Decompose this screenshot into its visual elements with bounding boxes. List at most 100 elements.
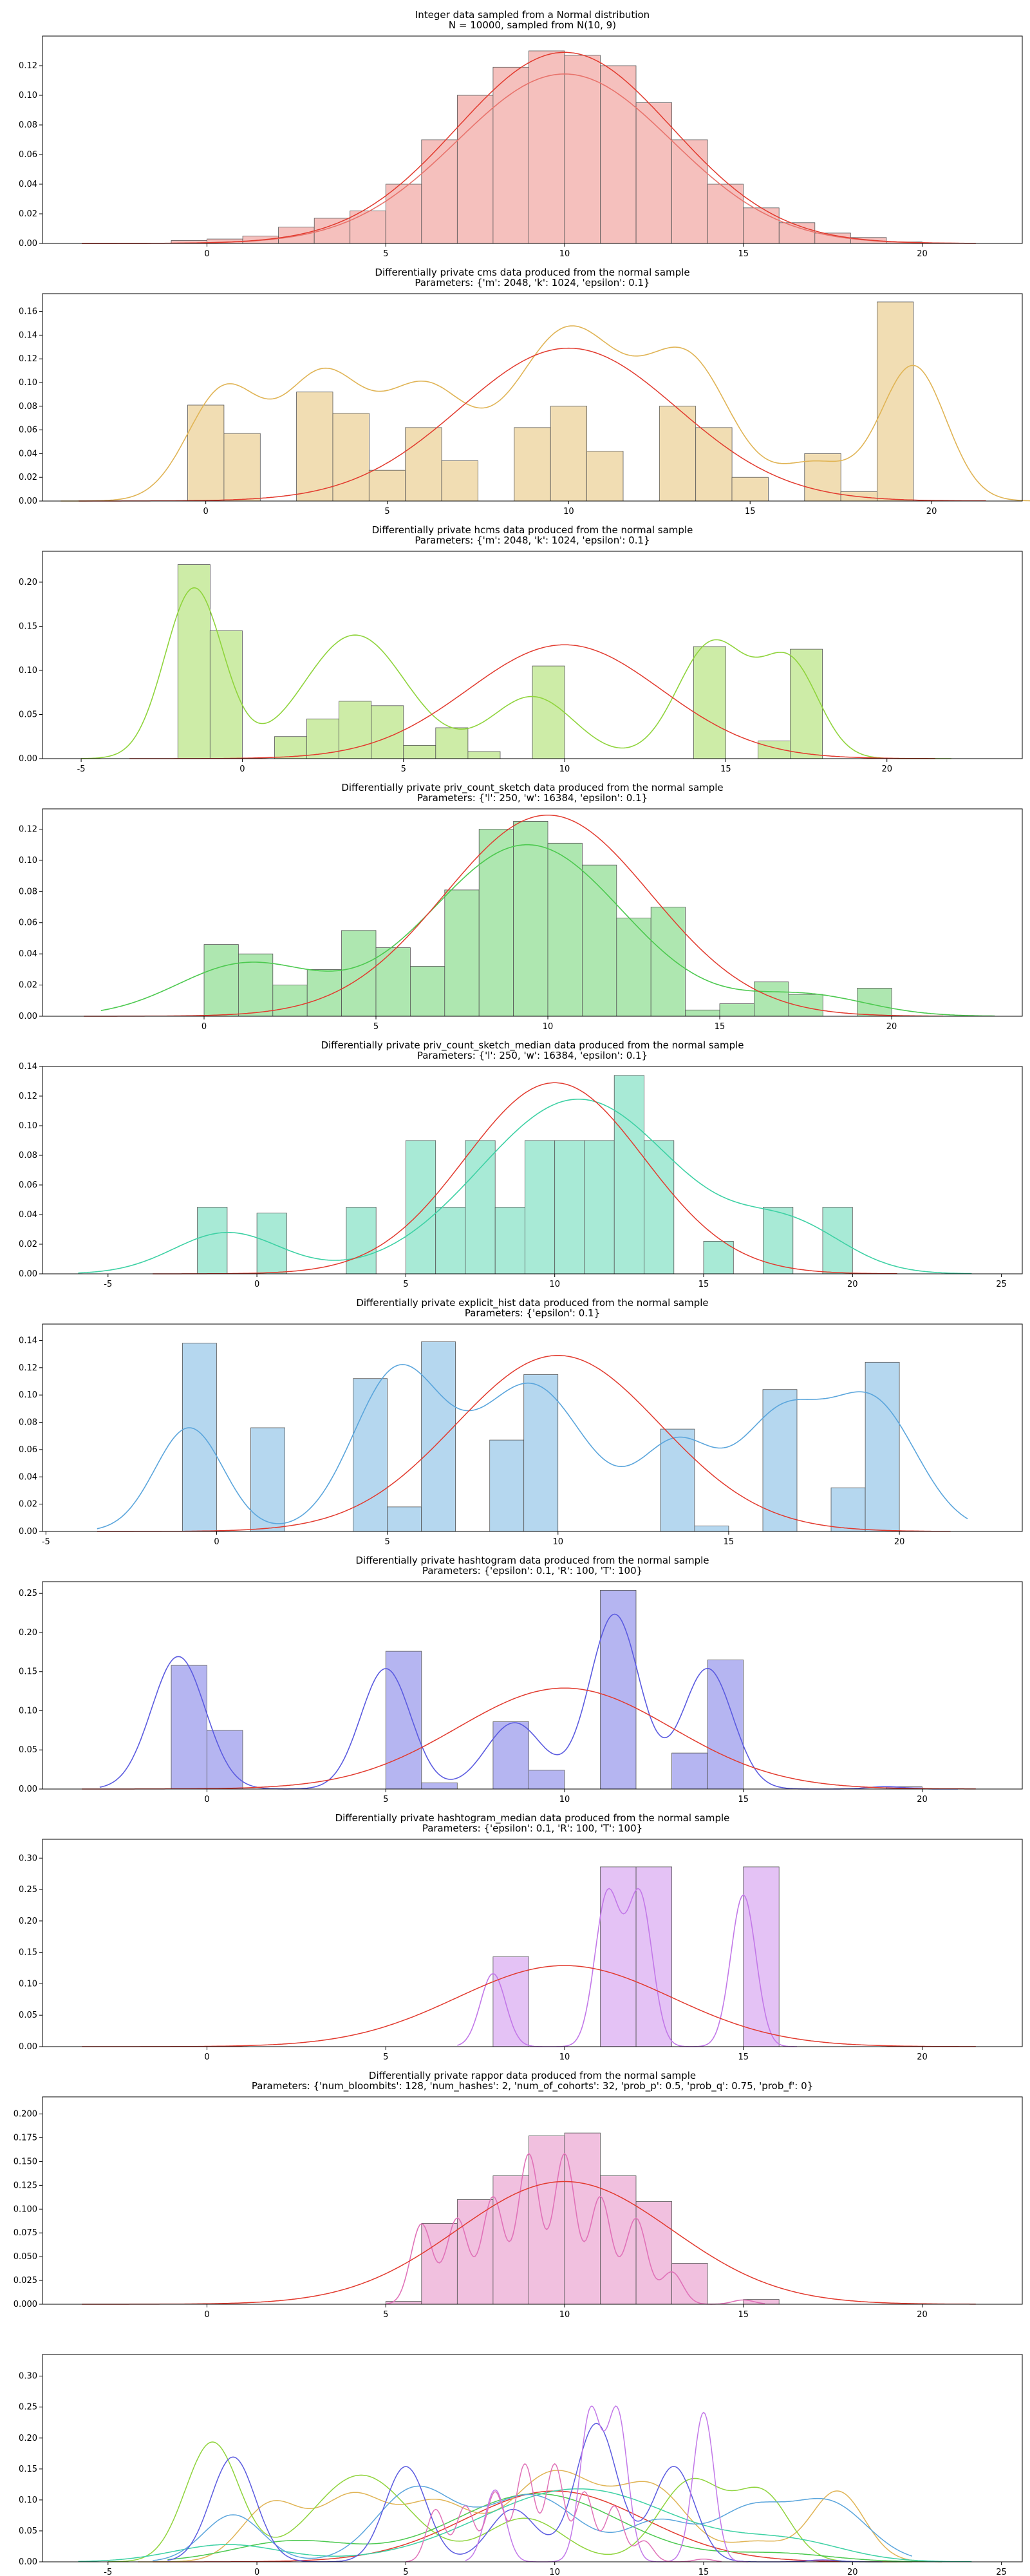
x-tick-label: 5 xyxy=(383,1795,388,1804)
y-tick-label: 0.04 xyxy=(19,180,37,189)
histogram-bar xyxy=(385,1651,422,1790)
x-tick-label: 0 xyxy=(204,249,209,259)
chart-title-line: Parameters: {'m': 2048, 'k': 1024, 'epsi… xyxy=(415,277,650,289)
y-tick-label: 0.05 xyxy=(19,710,37,719)
y-tick-label: 0.00 xyxy=(19,497,37,506)
histogram-bar xyxy=(274,736,307,759)
x-tick-label: 5 xyxy=(383,2052,388,2062)
chart-panel-10: -5 0 5 10 15 20 25 0.00 0.05 0.10 0.15 0.20 0.25 0.30 xyxy=(19,2354,1023,2576)
histogram-bar xyxy=(250,1427,285,1532)
histogram-bar xyxy=(743,207,780,244)
x-tick-label: 10 xyxy=(549,1280,560,1289)
histogram-bar xyxy=(494,1207,525,1274)
x-tick-label: 20 xyxy=(847,1280,858,1289)
histogram-bar xyxy=(375,947,411,1017)
axes-frame xyxy=(42,293,1023,502)
x-tick-label: 5 xyxy=(373,1022,379,1032)
y-tick-label: 0.075 xyxy=(14,2228,37,2238)
x-tick-label: 10 xyxy=(559,764,570,774)
x-tick-label: 5 xyxy=(401,764,406,774)
histogram-bar xyxy=(332,413,370,502)
chart-title-line: Differentially private priv_count_sketch… xyxy=(341,782,723,794)
x-tick-label: 20 xyxy=(917,1795,928,1804)
x-tick-label: 5 xyxy=(384,507,389,516)
overlay-kde-curve-6 xyxy=(153,2485,913,2561)
y-tick-label: 0.175 xyxy=(14,2134,37,2143)
y-tick-label: 0.00 xyxy=(19,1269,37,1279)
axes-frame xyxy=(42,1066,1023,1274)
x-tick-label: 0 xyxy=(254,1280,259,1289)
chart-title-line: Differentially private hcms data produce… xyxy=(372,524,693,536)
x-tick-label: 10 xyxy=(553,1537,564,1547)
histogram-bar xyxy=(410,966,445,1017)
histogram-bar xyxy=(467,751,501,759)
histogram-bar xyxy=(435,1207,466,1274)
y-tick-label: 0.04 xyxy=(19,449,37,459)
x-tick-label: 25 xyxy=(996,2568,1007,2576)
y-tick-label: 0.30 xyxy=(19,2372,37,2382)
y-tick-label: 0.05 xyxy=(19,1745,37,1755)
histogram-bar xyxy=(182,1343,217,1532)
histogram-bar xyxy=(694,1526,729,1532)
overlay-kde-curve-5 xyxy=(78,2488,972,2562)
x-tick-label: 20 xyxy=(917,249,928,259)
chart-title-line: Differentially private hashtogram data p… xyxy=(355,1555,709,1566)
y-tick-label: 0.15 xyxy=(19,621,37,631)
y-tick-label: 0.00 xyxy=(19,1012,37,1021)
y-tick-label: 0.000 xyxy=(14,2300,37,2309)
y-tick-label: 0.150 xyxy=(14,2157,37,2166)
x-tick-label: 0 xyxy=(203,507,209,516)
chart-panel-4: Differentially private priv_count_sketch… xyxy=(19,782,1023,1032)
histogram-bar xyxy=(788,994,823,1017)
x-tick-label: 15 xyxy=(738,1795,749,1804)
y-tick-label: 0.12 xyxy=(19,1363,37,1373)
y-tick-label: 0.25 xyxy=(19,2403,37,2412)
chart-panel-6: Differentially private explicit_hist dat… xyxy=(19,1297,1023,1547)
y-tick-label: 0.05 xyxy=(19,2526,37,2536)
chart-panel-3: Differentially private hcms data produce… xyxy=(19,524,1023,774)
y-tick-label: 0.12 xyxy=(19,61,37,71)
histogram-bar xyxy=(877,301,914,502)
x-tick-label: 20 xyxy=(886,1022,897,1032)
histogram-bar xyxy=(719,1003,754,1017)
y-tick-label: 0.04 xyxy=(19,1210,37,1220)
x-tick-label: 10 xyxy=(549,2568,560,2576)
y-tick-label: 0.02 xyxy=(19,1240,37,1249)
x-tick-label: 15 xyxy=(745,507,756,516)
x-tick-label: 15 xyxy=(698,1280,709,1289)
x-tick-label: 15 xyxy=(720,764,731,774)
y-tick-label: 0.10 xyxy=(19,666,37,676)
histogram-bar xyxy=(830,1487,866,1532)
histogram-bar xyxy=(778,222,816,244)
histogram-bar xyxy=(564,2132,601,2305)
x-tick-label: 15 xyxy=(738,2310,749,2320)
histogram-bar xyxy=(385,184,422,244)
y-tick-label: 0.10 xyxy=(19,1979,37,1989)
chart-title-line: Differentially private rappor data produ… xyxy=(369,2070,696,2081)
chart-panel-1: Integer data sampled from a Normal distr… xyxy=(19,9,1023,259)
histogram-bar xyxy=(707,1660,744,1790)
histogram-bar xyxy=(171,1665,207,1790)
y-tick-label: 0.05 xyxy=(19,2011,37,2020)
chart-title-line: Differentially private priv_count_sketch… xyxy=(321,1039,744,1052)
x-tick-label: 5 xyxy=(383,2310,388,2320)
y-tick-label: 0.04 xyxy=(19,949,37,959)
histogram-bar xyxy=(489,1439,525,1532)
y-tick-label: 0.15 xyxy=(19,1948,37,1958)
histogram-bar xyxy=(177,564,211,759)
y-tick-label: 0.14 xyxy=(19,1336,37,1345)
x-tick-label: -5 xyxy=(77,764,86,774)
y-tick-label: 0.00 xyxy=(19,1785,37,1794)
x-tick-label: 20 xyxy=(847,2568,858,2576)
x-tick-label: 5 xyxy=(383,249,388,259)
histogram-bar xyxy=(529,50,565,244)
y-tick-label: 0.025 xyxy=(14,2276,37,2286)
chart-title-line: Parameters: {'epsilon': 0.1} xyxy=(465,1307,600,1319)
y-tick-label: 0.20 xyxy=(19,2434,37,2443)
chart-panel-9: Differentially private rappor data produ… xyxy=(14,2070,1023,2320)
histogram-bar xyxy=(296,392,333,502)
chart-title-line: N = 10000, sampled from N(10, 9) xyxy=(449,19,616,31)
kde-curve xyxy=(97,1364,968,1530)
y-tick-label: 0.02 xyxy=(19,209,37,219)
